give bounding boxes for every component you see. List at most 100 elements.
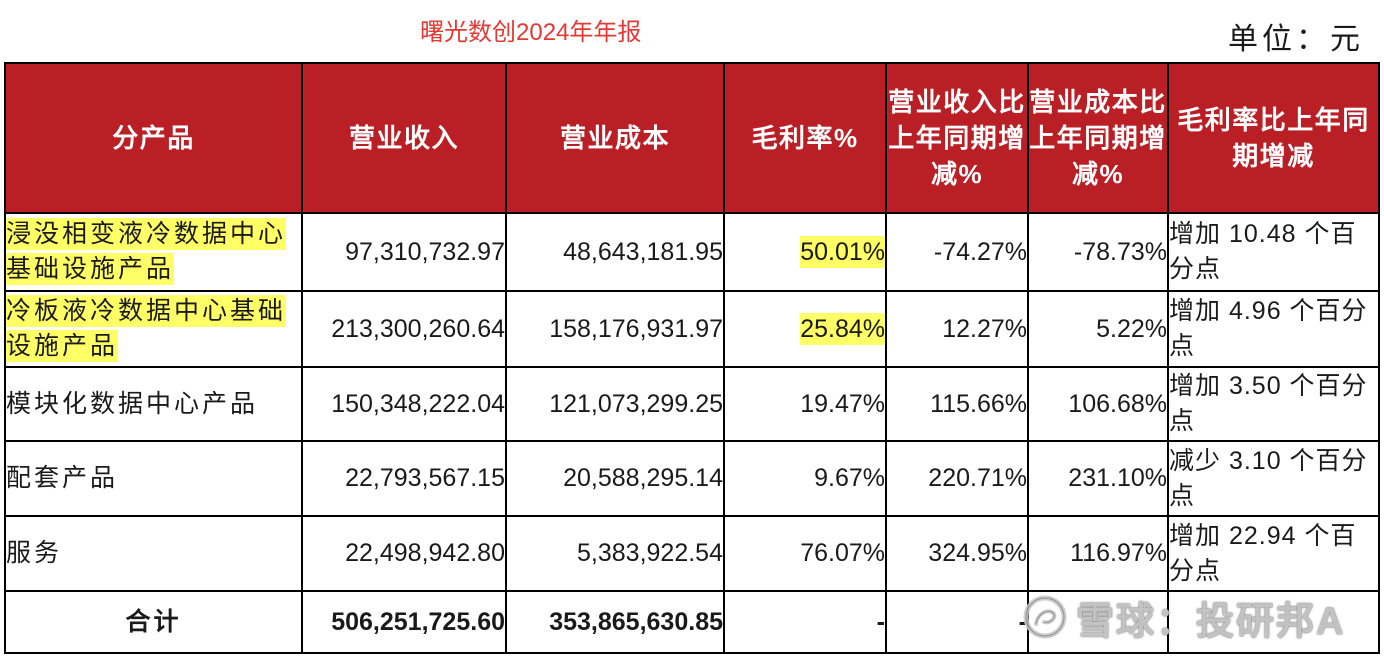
revenue-value: 22,793,567.15 (345, 464, 505, 492)
cost-change-value: -78.73% (1073, 237, 1167, 266)
header-row: 分产品 营业收入 营业成本 毛利率% 营业收入比上年同期增减% 营业成本比上年同… (4, 62, 1380, 214)
cell-cost: 5,383,922.54 (505, 515, 725, 592)
report-title: 曙光数创2024年年报 (420, 19, 642, 46)
cost-value: 48,643,181.95 (563, 237, 723, 266)
cell-revenue-change: -74.27% (885, 212, 1029, 292)
product-name: 配套产品 (6, 464, 119, 492)
product-name: 冷板液冷数据中心基础设施产品 (6, 295, 287, 362)
cell-total-margin-change (1167, 590, 1380, 654)
cell-gross-margin: 19.47% (723, 366, 887, 442)
cell-revenue-change: 324.95% (885, 515, 1029, 592)
revenue-value: 213,300,260.64 (331, 314, 505, 343)
cost-change-value: 116.97% (1070, 539, 1167, 567)
table-row: 模块化数据中心产品 150,348,222.04 121,073,299.25 … (4, 366, 1380, 442)
revenue-value: 97,310,732.97 (345, 237, 505, 266)
cell-total-cost: 353,865,630.85 (505, 590, 725, 654)
cell-margin-change: 增加 10.48 个百分点 (1167, 212, 1380, 292)
product-name: 模块化数据中心产品 (6, 389, 259, 418)
header-margin-change: 毛利率比上年同期增减 (1167, 62, 1380, 214)
product-revenue-table: 分产品 营业收入 营业成本 毛利率% 营业收入比上年同期增减% 营业成本比上年同… (4, 62, 1380, 654)
cell-revenue: 213,300,260.64 (301, 290, 507, 368)
header-gross-margin: 毛利率% (723, 62, 887, 214)
cell-total-revenue-change: - (885, 590, 1029, 654)
margin-change-value: 增加 4.96 个百分点 (1169, 297, 1368, 360)
cell-product: 模块化数据中心产品 (4, 366, 303, 442)
cost-value: 5,383,922.54 (577, 539, 723, 567)
header-cost: 营业成本 (505, 62, 725, 214)
watermark: 雪球：投研邦A (1022, 594, 1345, 643)
total-revenue-change-value: - (1018, 607, 1027, 636)
snowball-logo-icon (1023, 595, 1067, 639)
cell-product: 配套产品 (4, 440, 303, 517)
cost-change-value: 106.68% (1068, 389, 1167, 418)
cell-cost-change: 5.22% (1027, 290, 1169, 368)
cell-cost: 20,588,295.14 (505, 440, 725, 517)
cost-value: 20,588,295.14 (563, 464, 723, 492)
revenue-value: 22,498,942.80 (345, 539, 505, 567)
table-row: 服务 22,498,942.80 5,383,922.54 76.07% 324… (4, 515, 1380, 592)
unit-label: 单位：元 (1228, 23, 1364, 56)
cell-revenue-change: 115.66% (885, 366, 1029, 442)
gross-margin-value: 25.84% (800, 312, 885, 345)
cell-gross-margin: 50.01% (723, 212, 887, 292)
gross-margin-value: 9.67% (814, 464, 885, 492)
header-revenue: 营业收入 (301, 62, 507, 214)
cell-cost: 158,176,931.97 (505, 290, 725, 368)
cell-cost-change: 231.10% (1027, 440, 1169, 517)
cost-value: 158,176,931.97 (549, 314, 723, 343)
cell-gross-margin: 76.07% (723, 515, 887, 592)
product-name: 服务 (6, 539, 63, 567)
margin-change-value: 增加 3.50 个百分点 (1169, 372, 1368, 435)
margin-change-value: 增加 22.94 个百分点 (1169, 521, 1357, 585)
cell-revenue: 22,498,942.80 (301, 515, 507, 592)
revenue-change-value: 324.95% (928, 539, 1027, 567)
cell-cost-change: 116.97% (1027, 515, 1169, 592)
table-row: 浸没相变液冷数据中心基础设施产品 97,310,732.97 48,643,18… (4, 212, 1380, 292)
total-cost-value: 353,865,630.85 (549, 607, 723, 636)
cell-cost: 121,073,299.25 (505, 366, 725, 442)
margin-change-value: 增加 10.48 个百分点 (1169, 220, 1357, 283)
revenue-change-value: 220.71% (928, 464, 1027, 492)
cell-product: 浸没相变液冷数据中心基础设施产品 (4, 212, 303, 292)
total-row: 合计 506,251,725.60 353,865,630.85 - - (4, 590, 1380, 654)
cost-change-value: 231.10% (1068, 464, 1167, 492)
revenue-change-value: -74.27% (933, 237, 1027, 266)
cell-revenue-change: 220.71% (885, 440, 1029, 517)
header-revenue-change: 营业收入比上年同期增减% (885, 62, 1029, 214)
cell-cost-change: 106.68% (1027, 366, 1169, 442)
total-label: 合计 (125, 607, 182, 636)
gross-margin-value: 50.01% (800, 235, 885, 268)
total-revenue-value: 506,251,725.60 (331, 607, 505, 636)
cell-total-label: 合计 (4, 590, 303, 654)
cell-gross-margin: 25.84% (723, 290, 887, 368)
header-cost-change: 营业成本比上年同期增减% (1027, 62, 1169, 214)
revenue-change-value: 115.66% (930, 389, 1027, 418)
watermark-text: 雪球：投研邦A (1076, 600, 1346, 643)
revenue-change-value: 12.27% (942, 314, 1027, 343)
cell-margin-change: 增加 22.94 个百分点 (1167, 515, 1380, 592)
cost-value: 121,073,299.25 (549, 389, 723, 418)
revenue-value: 150,348,222.04 (331, 389, 505, 418)
gross-margin-value: 19.47% (800, 389, 885, 418)
cell-total-revenue: 506,251,725.60 (301, 590, 507, 654)
cell-cost: 48,643,181.95 (505, 212, 725, 292)
cell-revenue: 150,348,222.04 (301, 366, 507, 442)
cell-product: 服务 (4, 515, 303, 592)
table-row: 配套产品 22,793,567.15 20,588,295.14 9.67% 2… (4, 440, 1380, 517)
product-name: 浸没相变液冷数据中心基础设施产品 (6, 218, 287, 285)
cell-total-gross-margin: - (723, 590, 887, 654)
cost-change-value: 5.22% (1096, 314, 1167, 343)
margin-change-value: 减少 3.10 个百分点 (1169, 446, 1368, 510)
gross-margin-value: 76.07% (800, 539, 885, 567)
cell-margin-change: 减少 3.10 个百分点 (1167, 440, 1380, 517)
cell-margin-change: 增加 3.50 个百分点 (1167, 366, 1380, 442)
cell-revenue-change: 12.27% (885, 290, 1029, 368)
table-row: 冷板液冷数据中心基础设施产品 213,300,260.64 158,176,93… (4, 290, 1380, 368)
cell-revenue: 97,310,732.97 (301, 212, 507, 292)
cell-margin-change: 增加 4.96 个百分点 (1167, 290, 1380, 368)
total-gross-margin-value: - (876, 607, 885, 636)
header-product: 分产品 (4, 62, 303, 214)
cell-revenue: 22,793,567.15 (301, 440, 507, 517)
cell-product: 冷板液冷数据中心基础设施产品 (4, 290, 303, 368)
cell-cost-change: -78.73% (1027, 212, 1169, 292)
